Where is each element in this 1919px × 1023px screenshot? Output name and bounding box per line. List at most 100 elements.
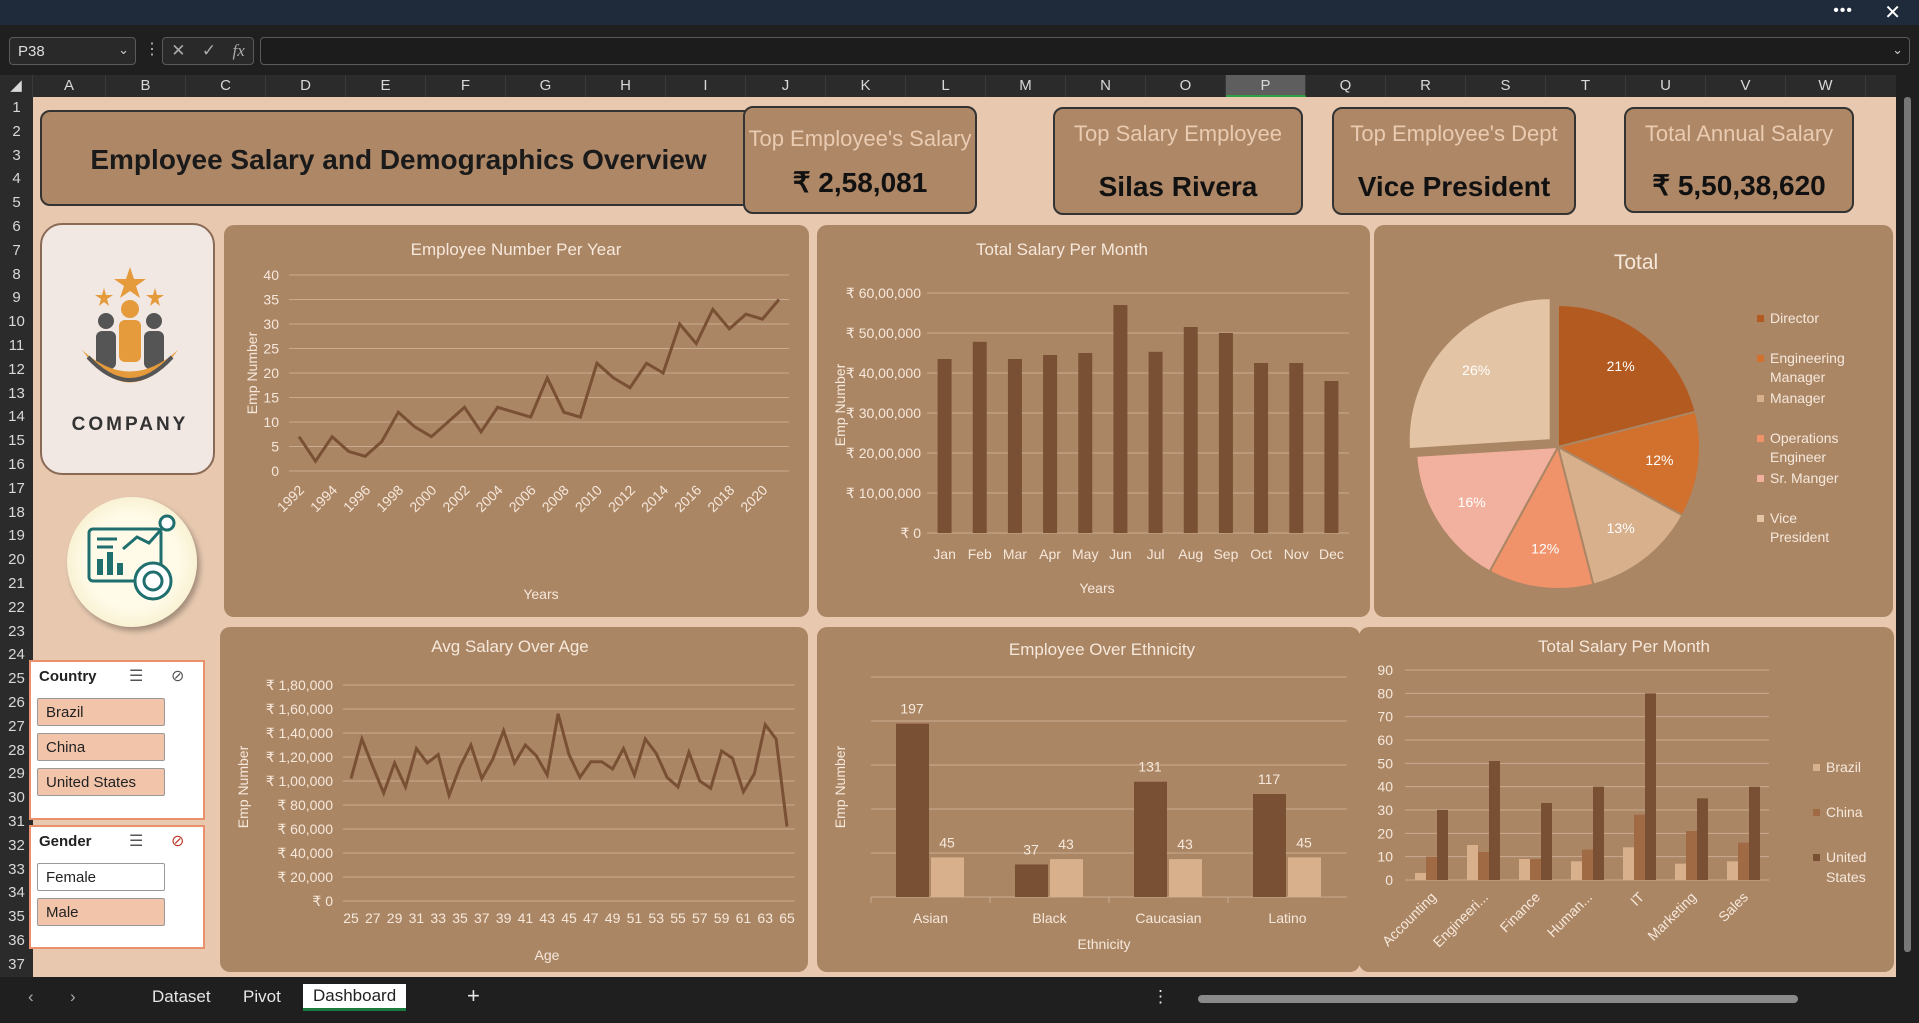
- column-header-E[interactable]: E: [346, 75, 426, 97]
- prev-sheet-icon[interactable]: ‹: [28, 987, 34, 1006]
- row-header-31[interactable]: 31: [8, 813, 25, 830]
- row-header-24[interactable]: 24: [8, 646, 25, 664]
- row-header-6[interactable]: 6: [12, 218, 21, 235]
- tab-dataset[interactable]: Dataset: [152, 987, 211, 1006]
- row-header-12[interactable]: 12: [8, 360, 25, 378]
- row-header-30[interactable]: 30: [8, 789, 25, 807]
- column-header-B[interactable]: B: [106, 75, 186, 97]
- scroll-thumb[interactable]: [1904, 97, 1911, 952]
- row-header-19[interactable]: 19: [8, 527, 25, 545]
- clear-filter-icon[interactable]: ⊘: [171, 833, 185, 850]
- row-header-10[interactable]: 10: [8, 313, 25, 331]
- tab-pivot[interactable]: Pivot: [243, 987, 281, 1006]
- y-tick-label: ₹ 0: [900, 525, 921, 541]
- column-header-C[interactable]: C: [186, 75, 266, 97]
- row-header-17[interactable]: 17: [8, 479, 25, 497]
- chevron-down-icon[interactable]: ⌄: [118, 42, 129, 57]
- row-header-28[interactable]: 28: [8, 741, 25, 759]
- chart-ethnicity[interactable]: Employee Over Ethnicity 197 45 Asian 37 43 Bla…: [817, 627, 1360, 972]
- column-header-J[interactable]: J: [746, 75, 826, 97]
- next-sheet-icon[interactable]: ›: [70, 987, 76, 1006]
- row-header-15[interactable]: 15: [8, 432, 25, 450]
- row-header-27[interactable]: 27: [8, 717, 25, 735]
- row-header-3[interactable]: 3: [12, 146, 21, 164]
- column-header-U[interactable]: U: [1626, 75, 1706, 97]
- confirm-icon[interactable]: ✓: [201, 41, 217, 60]
- row-header-29[interactable]: 29: [8, 765, 25, 783]
- column-header-F[interactable]: F: [426, 75, 506, 97]
- row-header-22[interactable]: 22: [8, 598, 25, 616]
- column-header-N[interactable]: N: [1066, 75, 1146, 97]
- row-header-21[interactable]: 21: [8, 575, 25, 592]
- formula-input[interactable]: ⌄: [260, 37, 1910, 65]
- drag-handle-icon[interactable]: ⋮: [144, 41, 160, 58]
- column-header-S[interactable]: S: [1466, 75, 1546, 97]
- row-header-33[interactable]: 33: [8, 860, 25, 878]
- column-header-V[interactable]: V: [1706, 75, 1786, 97]
- row-header-9[interactable]: 9: [12, 289, 21, 307]
- chart-emp-per-year[interactable]: Employee Number Per Year 0 5 10 15 20 25 30 35 40…: [224, 225, 809, 617]
- chart-dept-country[interactable]: Total Salary Per Month 0 10 20 30 40 50 60 70 80 9…: [1359, 627, 1894, 972]
- cancel-icon[interactable]: ✕: [171, 41, 186, 60]
- row-header-14[interactable]: 14: [8, 408, 25, 426]
- more-options-icon[interactable]: •••: [1833, 2, 1853, 19]
- row-header-18[interactable]: 18: [8, 503, 25, 521]
- column-header-I[interactable]: I: [666, 75, 746, 97]
- sheet-grid[interactable]: Employee Salary and Demographics Overvie…: [29, 97, 1896, 977]
- row-header-4[interactable]: 4: [12, 170, 21, 188]
- select-all-corner[interactable]: ◢: [0, 75, 33, 97]
- column-header-W[interactable]: W: [1786, 75, 1866, 97]
- chart-avg-salary-age[interactable]: Avg Salary Over Age ₹ 0 ₹ 20,000 ₹ 40,000 ₹ …: [220, 627, 808, 972]
- row-header-32[interactable]: 32: [8, 836, 25, 854]
- row-header-16[interactable]: 16: [8, 456, 25, 473]
- close-icon[interactable]: ✕: [1884, 2, 1901, 24]
- chart-pie-total[interactable]: Total 21% 12% 13% 12% 16% 26% Director Engineeri…: [1374, 225, 1893, 617]
- row-header-7[interactable]: 7: [12, 241, 21, 259]
- vertical-scrollbar[interactable]: [1896, 75, 1919, 977]
- row-header-23[interactable]: 23: [8, 622, 25, 640]
- name-box[interactable]: P38 ⌄: [9, 37, 136, 65]
- horizontal-scrollbar[interactable]: [1180, 991, 1900, 1007]
- slicer-item-male[interactable]: Male: [37, 898, 165, 926]
- slicer-item-china[interactable]: China: [37, 733, 165, 761]
- row-header-26[interactable]: 26: [8, 694, 25, 711]
- multi-select-icon[interactable]: ☰: [129, 668, 144, 685]
- row-header-5[interactable]: 5: [12, 194, 21, 212]
- function-icon[interactable]: fx: [232, 41, 245, 60]
- clear-filter-icon[interactable]: ⊘: [171, 668, 185, 685]
- row-header-8[interactable]: 8: [12, 265, 21, 283]
- column-header-G[interactable]: G: [506, 75, 586, 97]
- row-header-1[interactable]: 1: [12, 99, 21, 116]
- column-header-L[interactable]: L: [906, 75, 986, 97]
- row-header-11[interactable]: 11: [8, 337, 25, 354]
- column-header-H[interactable]: H: [586, 75, 666, 97]
- column-header-T[interactable]: T: [1546, 75, 1626, 97]
- row-header-37[interactable]: 37: [8, 955, 25, 973]
- column-header-D[interactable]: D: [266, 75, 346, 97]
- multi-select-icon[interactable]: ☰: [129, 833, 144, 850]
- expand-formula-icon[interactable]: ⌄: [1892, 42, 1903, 57]
- bar: [1015, 864, 1048, 897]
- scroll-thumb[interactable]: [1198, 995, 1798, 1003]
- column-header-K[interactable]: K: [826, 75, 906, 97]
- tab-dashboard[interactable]: Dashboard: [303, 984, 407, 1011]
- slicer-item-brazil[interactable]: Brazil: [37, 698, 165, 726]
- column-header-R[interactable]: R: [1386, 75, 1466, 97]
- chart-salary-per-month[interactable]: Total Salary Per Month ₹ 0 ₹ 10,00,000 ₹ 20…: [817, 225, 1370, 617]
- column-header-A[interactable]: A: [33, 75, 106, 97]
- slicer-item-united-states[interactable]: United States: [37, 768, 165, 796]
- column-header-M[interactable]: M: [986, 75, 1066, 97]
- column-header-P[interactable]: P: [1226, 75, 1306, 97]
- column-header-Q[interactable]: Q: [1306, 75, 1386, 97]
- row-header-35[interactable]: 35: [8, 908, 25, 926]
- row-header-20[interactable]: 20: [8, 551, 25, 569]
- row-header-25[interactable]: 25: [8, 670, 25, 688]
- row-header-13[interactable]: 13: [8, 384, 25, 402]
- slicer-item-female[interactable]: Female: [37, 863, 165, 891]
- tab-options-icon[interactable]: ⋮: [1152, 987, 1169, 1006]
- add-sheet-button[interactable]: +: [467, 983, 480, 1008]
- row-header-2[interactable]: 2: [12, 122, 21, 140]
- row-header-34[interactable]: 34: [8, 884, 25, 902]
- row-header-36[interactable]: 36: [8, 932, 25, 949]
- column-header-O[interactable]: O: [1146, 75, 1226, 97]
